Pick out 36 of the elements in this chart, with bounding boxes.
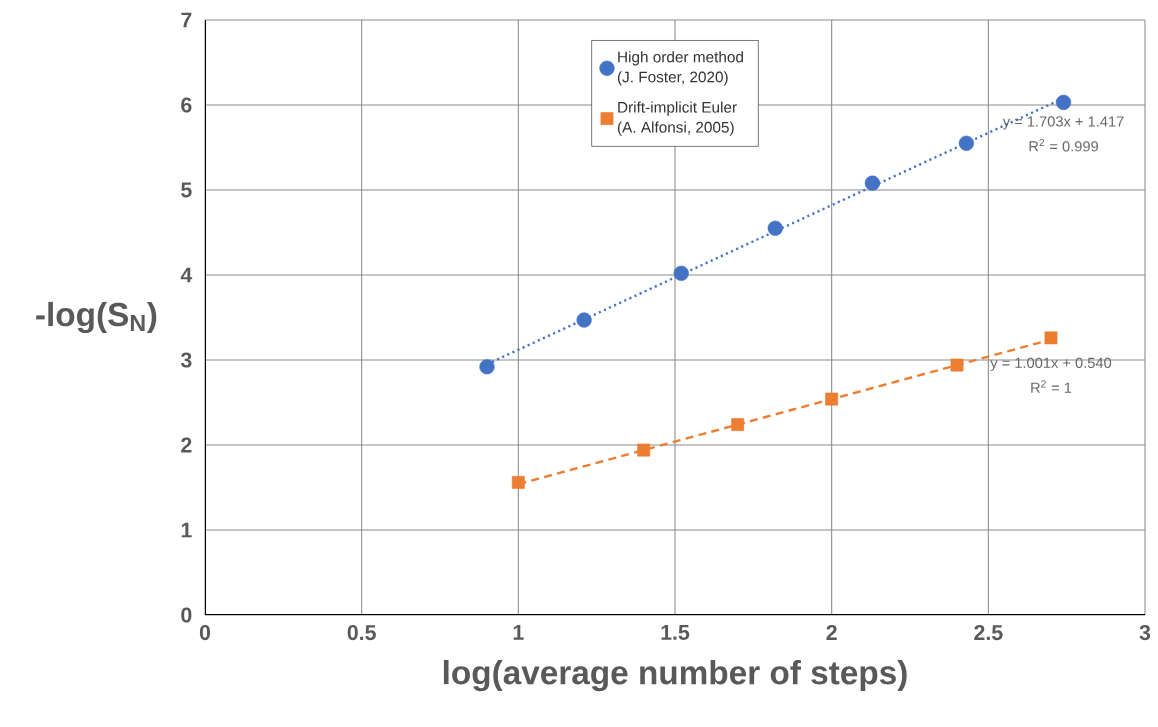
point [637,443,651,457]
x-tick-label: 1 [513,625,524,640]
point [950,358,964,372]
annotation: R$^{2}$ = 1 [1031,380,1072,393]
point [767,220,783,236]
x-tick-label: 2 [826,625,837,640]
point [958,135,974,151]
y-tick-label: 7 [181,12,192,28]
y-tick-label: 2 [181,437,192,453]
annotation: y = 1.001x + 0.540 [990,357,1112,371]
y-tick-label: 0 [181,607,192,623]
point [576,312,592,328]
point [511,475,525,489]
annotation: y = 1.703x + 1.417 [1002,116,1124,130]
point [825,392,839,406]
y-tick-label: 1 [181,522,192,538]
point [1044,331,1058,345]
annotation: R$^{2}$ = 0.999 [1029,138,1099,152]
y-tick-label: 3 [180,352,192,368]
x-tick-label: 0 [199,625,211,641]
x-tick-label: 3 [1139,625,1151,641]
point [1055,94,1072,111]
x-tick-label: 2.5 [974,625,1003,641]
legend-label: Drift-implicit Euler (A. Alfonsi, 2005) [617,101,737,136]
x-tick-label: 0.5 [347,625,376,641]
y-axis-title: -log(S$_{N}$) [36,301,157,334]
point [731,418,745,431]
x-tick-label: 1.5 [661,625,690,640]
point [864,175,880,191]
legend-label: High order method (J. Foster, 2020) [617,51,743,86]
y-tick-label: 5 [181,182,192,198]
x-axis-title: log(average number of steps) [443,659,907,692]
point [673,265,689,281]
y-tick-label: 4 [180,267,193,283]
y-tick-label: 6 [181,97,192,113]
point [479,359,495,375]
